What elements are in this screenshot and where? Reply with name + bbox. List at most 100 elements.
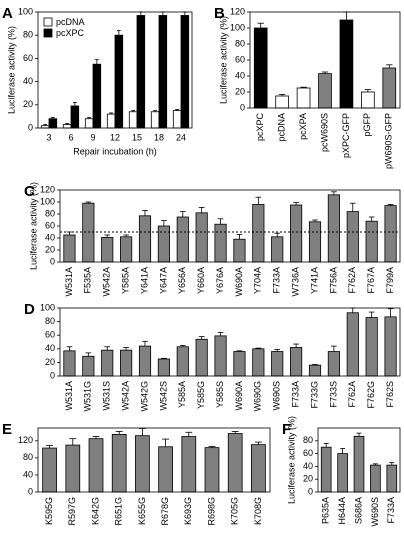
x-tick-label: 24 xyxy=(176,132,186,142)
y-tick-label: 100 xyxy=(230,22,245,32)
bar xyxy=(120,349,133,377)
bar xyxy=(386,464,398,493)
x-tick-label: F733A xyxy=(290,381,300,408)
bar xyxy=(308,364,322,377)
bar xyxy=(150,111,160,129)
panel-label: E xyxy=(2,421,12,438)
y-tick-label: 60 xyxy=(45,220,55,230)
y-tick-label: 20 xyxy=(23,99,33,109)
x-tick-label: Y585A xyxy=(177,381,187,408)
bar xyxy=(42,447,57,493)
bar xyxy=(271,236,284,263)
x-tick-label: Y647A xyxy=(158,267,168,294)
bar xyxy=(82,202,95,263)
y-tick-label: 80 xyxy=(23,30,33,40)
x-tick-label: 12 xyxy=(110,132,120,142)
x-tick-label: K642G xyxy=(90,497,100,525)
panel-label: A xyxy=(2,5,13,22)
y-tick-label: 20 xyxy=(45,244,55,254)
bar xyxy=(214,335,227,377)
x-tick-label: 6 xyxy=(68,132,73,142)
y-tick-label: 0 xyxy=(308,486,313,496)
bar xyxy=(65,444,81,493)
panel-label: B xyxy=(214,5,225,22)
plot-frame xyxy=(317,427,401,493)
bar xyxy=(320,446,332,493)
bar xyxy=(158,446,173,493)
x-tick-label: pcDNA xyxy=(277,113,287,142)
bar xyxy=(384,316,397,377)
y-tick-label: 100 xyxy=(40,302,55,312)
bar xyxy=(88,438,104,493)
bar xyxy=(128,111,138,129)
x-tick-label: F762A xyxy=(347,267,357,294)
x-tick-label: W690S xyxy=(272,381,282,411)
bar xyxy=(181,436,197,493)
bar xyxy=(233,351,246,377)
bar xyxy=(62,124,72,129)
x-tick-label: W531S xyxy=(102,381,112,411)
bar xyxy=(227,433,243,493)
x-tick-label: Y585S xyxy=(215,381,225,408)
y-tick-label: 0 xyxy=(50,256,55,266)
bar xyxy=(84,118,94,129)
legend-swatch xyxy=(43,28,53,38)
plot-frame xyxy=(37,11,193,129)
x-tick-label: R597G xyxy=(67,497,77,526)
bar xyxy=(275,95,289,109)
x-tick-label: 9 xyxy=(90,132,95,142)
bar xyxy=(138,345,152,377)
bar xyxy=(101,349,114,377)
x-tick-label: W542S xyxy=(158,381,168,411)
bar xyxy=(114,34,124,129)
x-tick-label: W531A xyxy=(64,381,74,411)
bar xyxy=(327,351,340,377)
legend-label: pcDNA xyxy=(56,17,85,27)
y-tick-label: 40 xyxy=(303,461,313,471)
bar xyxy=(290,204,303,263)
x-tick-label: pcXPA xyxy=(298,113,308,140)
bar xyxy=(82,355,95,377)
bar xyxy=(290,347,303,377)
plot-frame xyxy=(249,11,401,109)
bar xyxy=(157,358,170,377)
y-tick-label: 120 xyxy=(230,6,245,16)
bar xyxy=(365,317,378,377)
x-tick-label: W690A xyxy=(234,381,244,411)
bar xyxy=(308,221,322,263)
x-tick-label: W736A xyxy=(290,267,300,297)
bar xyxy=(120,236,133,263)
y-tick-label: 40 xyxy=(45,343,55,353)
x-tick-label: R698G xyxy=(206,497,216,526)
y-tick-label: 100 xyxy=(40,196,55,206)
x-tick-label: W690G xyxy=(253,381,263,412)
legend-swatch xyxy=(43,17,53,27)
x-tick-label: Y741A xyxy=(309,267,319,294)
x-tick-label: 3 xyxy=(46,132,51,142)
bar xyxy=(48,118,58,129)
bar xyxy=(172,110,182,129)
y-tick-label: 0 xyxy=(240,102,245,112)
bar xyxy=(318,73,332,109)
y-tick-label: 80 xyxy=(23,452,33,462)
y-tick-label: 40 xyxy=(23,76,33,86)
x-tick-label: Y641A xyxy=(139,267,149,294)
x-tick-label: H644A xyxy=(337,497,347,525)
legend-label: pcXPC xyxy=(56,28,85,38)
x-tick-label: K595G xyxy=(44,497,54,525)
bar xyxy=(195,338,208,377)
bar xyxy=(63,234,76,263)
y-tick-label: 60 xyxy=(23,53,33,63)
bar xyxy=(384,205,397,263)
x-tick-label: R651G xyxy=(114,497,124,526)
x-tick-label: R678G xyxy=(160,497,170,526)
x-tick-label: Y585G xyxy=(196,381,206,409)
y-axis-label: Luciferase activity (%) xyxy=(28,182,38,270)
bar xyxy=(176,346,189,377)
bar xyxy=(346,312,359,377)
bar xyxy=(204,447,220,493)
bar xyxy=(70,105,80,129)
bar xyxy=(135,435,150,493)
x-tick-label: W531G xyxy=(83,381,93,412)
